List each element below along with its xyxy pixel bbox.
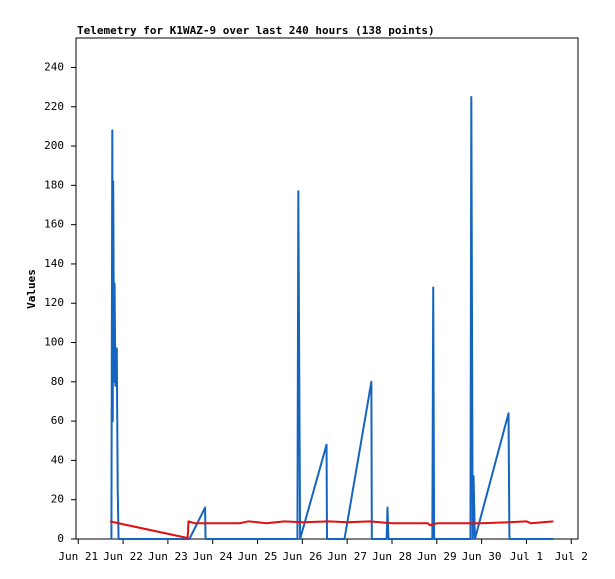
y-tick-label: 100 <box>44 336 64 349</box>
x-tick-label: Jul 1 <box>510 550 543 563</box>
y-tick-label: 200 <box>44 139 64 152</box>
data-line <box>109 520 554 540</box>
x-tick-label: Jun 30 <box>462 550 502 563</box>
y-tick-label: 80 <box>51 375 64 388</box>
y-tick-label: 220 <box>44 100 64 113</box>
y-tick-label: 0 <box>57 532 64 545</box>
x-tick-label: Jun 22 <box>103 550 143 563</box>
x-tick-label: Jun 21 <box>58 550 98 563</box>
x-tick-label: Jun 26 <box>282 550 322 563</box>
y-tick-label: 60 <box>51 414 64 427</box>
x-tick-label: Jun 28 <box>372 550 412 563</box>
x-tick-label: Jun 29 <box>417 550 457 563</box>
y-tick-label: 20 <box>51 493 64 506</box>
y-tick-label: 140 <box>44 257 64 270</box>
y-tick-label: 160 <box>44 218 64 231</box>
y-tick-label: 120 <box>44 296 64 309</box>
y-tick-label: 180 <box>44 178 64 191</box>
x-tick-label: Jun 23 <box>148 550 188 563</box>
y-tick-label: 240 <box>44 60 64 73</box>
x-tick-label: Jun 27 <box>327 550 367 563</box>
y-tick-label: 40 <box>51 453 64 466</box>
x-tick-label: Jul 2 <box>555 550 588 563</box>
y-axis-label: Values <box>25 269 38 309</box>
data-line <box>110 95 554 540</box>
x-tick-label: Jun 24 <box>193 550 233 563</box>
chart-title: Telemetry for K1WAZ-9 over last 240 hour… <box>77 24 435 37</box>
x-tick-label: Jun 25 <box>238 550 278 563</box>
